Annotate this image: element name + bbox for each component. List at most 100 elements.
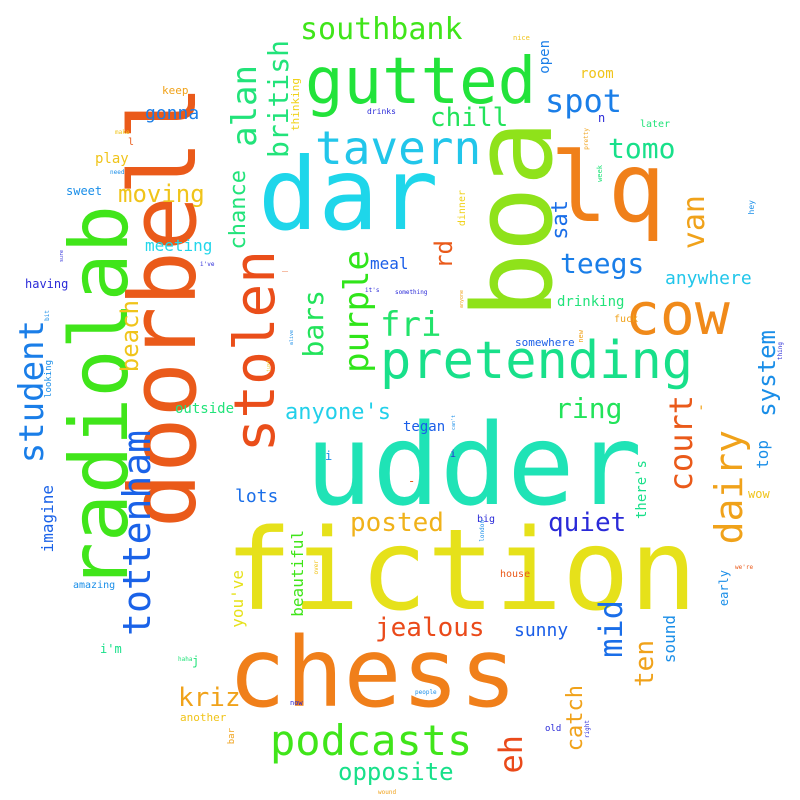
word-bars-33: bars bbox=[297, 290, 330, 358]
word-london-91: london bbox=[479, 520, 486, 542]
word-chill-35: chill bbox=[430, 103, 509, 133]
word-theres-58: there's bbox=[634, 460, 650, 520]
word-n-88: n bbox=[598, 111, 606, 125]
word-fiction-1: fiction bbox=[225, 506, 698, 636]
word-podcasts-13: podcasts bbox=[270, 716, 473, 765]
word-purple-17: purple bbox=[337, 250, 377, 373]
word-pretty-86: pretty bbox=[583, 128, 590, 150]
word-stolen-11: stolen bbox=[223, 250, 288, 453]
word-new-89: new bbox=[577, 330, 585, 343]
word-sweet-66: sweet bbox=[66, 184, 103, 198]
word-pretending-9: pretending bbox=[380, 331, 694, 391]
word-tottenham-14: tottenham bbox=[115, 430, 159, 636]
word-van-25: van bbox=[677, 195, 712, 250]
word-i-112: i bbox=[450, 449, 457, 460]
word-cant-106: can't bbox=[451, 415, 457, 431]
word-alive-107: alive bbox=[289, 330, 295, 346]
word-its-94: it's bbox=[365, 287, 380, 294]
word-need-97: need bbox=[110, 169, 125, 176]
word-meal-48: meal bbox=[370, 254, 409, 273]
word-ive-93: i've bbox=[200, 261, 215, 268]
word-drinks-80: drinks bbox=[367, 107, 396, 116]
word-quiet-30: quiet bbox=[548, 508, 627, 538]
word-southbank-24: southbank bbox=[300, 12, 463, 47]
word-system-37: system bbox=[753, 330, 781, 417]
word-people-96: people bbox=[415, 689, 437, 696]
word-somewhere-71: somewhere bbox=[515, 336, 575, 349]
word-having-67: having bbox=[25, 277, 69, 291]
word-wound-103: wound bbox=[378, 789, 397, 796]
word-i-109: i bbox=[325, 449, 333, 463]
word--113: - bbox=[408, 474, 416, 488]
word-beautiful-54: beautiful bbox=[288, 530, 307, 617]
word-play-63: play bbox=[95, 151, 129, 167]
word-dinner-77: dinner bbox=[457, 190, 468, 227]
word-sat-44: sat bbox=[548, 200, 573, 240]
word-dairy-15: dairy bbox=[707, 430, 751, 545]
word-hey-84: hey bbox=[747, 200, 756, 215]
word-room-61: room bbox=[580, 66, 614, 82]
word-sure-99: sure bbox=[59, 250, 65, 263]
word-beach-41: beach bbox=[116, 300, 144, 373]
word-something-87: something bbox=[395, 289, 428, 296]
word-spot-23: spot bbox=[545, 82, 623, 120]
word-chance-42: chance bbox=[226, 170, 251, 250]
word-old-76: old bbox=[545, 724, 562, 734]
word-just-108: just bbox=[266, 360, 272, 373]
word-l-110: l bbox=[128, 137, 135, 148]
word-bar-82: bar bbox=[227, 728, 237, 745]
word-tavern-12: tavern bbox=[315, 121, 482, 175]
word-were-92: we're bbox=[735, 564, 754, 571]
word-teegs-31: teegs bbox=[560, 247, 645, 280]
word-udder-0: udder bbox=[305, 401, 643, 531]
word--115: _ bbox=[282, 261, 289, 272]
word-chess-2: chess bbox=[228, 617, 517, 729]
word-posted-29: posted bbox=[350, 508, 444, 538]
word-jealous-26: jealous bbox=[375, 613, 485, 643]
word-mid-20: mid bbox=[592, 600, 630, 658]
word-amazing-74: amazing bbox=[73, 580, 116, 591]
word--114: ' bbox=[697, 404, 706, 420]
word-now-101: now bbox=[290, 699, 303, 707]
word-week-85: week bbox=[596, 165, 604, 182]
word-fri-16: fri bbox=[380, 305, 442, 345]
word-wow-69: wow bbox=[748, 487, 770, 501]
word-j-111: j bbox=[192, 654, 200, 668]
word-gutted-8: gutted bbox=[305, 45, 537, 119]
word-over-104: over bbox=[313, 560, 320, 575]
word-haha-95: haha bbox=[178, 656, 193, 663]
word-tomo-32: tomo bbox=[608, 132, 676, 165]
word-meeting-52: meeting bbox=[145, 236, 213, 255]
word-anywhere-49: anywhere bbox=[665, 268, 752, 289]
word-youve-55: you've bbox=[228, 570, 247, 628]
word-tegan-59: tegan bbox=[403, 419, 446, 435]
word-open-62: open bbox=[537, 40, 553, 74]
word-ring-28: ring bbox=[555, 392, 623, 425]
word-drinking-60: drinking bbox=[557, 294, 625, 310]
word-another-72: another bbox=[180, 711, 227, 724]
word-top-53: top bbox=[753, 440, 772, 469]
word-thing-90: thing bbox=[777, 342, 784, 361]
word-court-21: court bbox=[662, 395, 700, 492]
word-lots-47: lots bbox=[235, 486, 279, 507]
word-eh-22: eh bbox=[492, 735, 530, 774]
word-kriz-40: kriz bbox=[178, 683, 241, 713]
word-moving-36: moving bbox=[118, 180, 205, 208]
word-house-73: house bbox=[500, 569, 531, 580]
word-rd-43: rd bbox=[430, 240, 458, 269]
word-gonna-51: gonna bbox=[145, 103, 200, 124]
word-later-78: later bbox=[640, 119, 671, 130]
word-imagine-50: imagine bbox=[38, 485, 57, 553]
word-anyone-105: anyone bbox=[459, 290, 465, 309]
word-im-68: i'm bbox=[100, 642, 122, 656]
word-catch-45: catch bbox=[563, 685, 588, 752]
word-keep-64: keep bbox=[162, 84, 189, 97]
word-nice-83: nice bbox=[513, 34, 530, 42]
word-fuck-79: fuck bbox=[614, 314, 639, 325]
word-looking-81: looking bbox=[44, 360, 54, 398]
word-opposite-27: opposite bbox=[338, 758, 454, 786]
word-alan-18: alan bbox=[225, 65, 265, 147]
word-ten-39: ten bbox=[630, 640, 660, 687]
word-bit-98: bit bbox=[44, 310, 51, 321]
